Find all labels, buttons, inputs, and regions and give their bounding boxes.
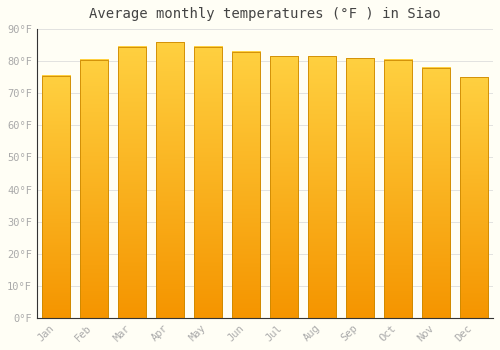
Bar: [232, 51, 260, 318]
Bar: [384, 60, 412, 318]
Bar: [346, 58, 374, 318]
Bar: [308, 56, 336, 318]
Bar: [422, 68, 450, 318]
Bar: [460, 77, 488, 318]
Title: Average monthly temperatures (°F ) in Siao: Average monthly temperatures (°F ) in Si…: [89, 7, 441, 21]
Bar: [194, 47, 222, 318]
Bar: [42, 76, 70, 318]
Bar: [270, 56, 298, 318]
Bar: [118, 47, 146, 318]
Bar: [80, 60, 108, 318]
Bar: [156, 42, 184, 318]
